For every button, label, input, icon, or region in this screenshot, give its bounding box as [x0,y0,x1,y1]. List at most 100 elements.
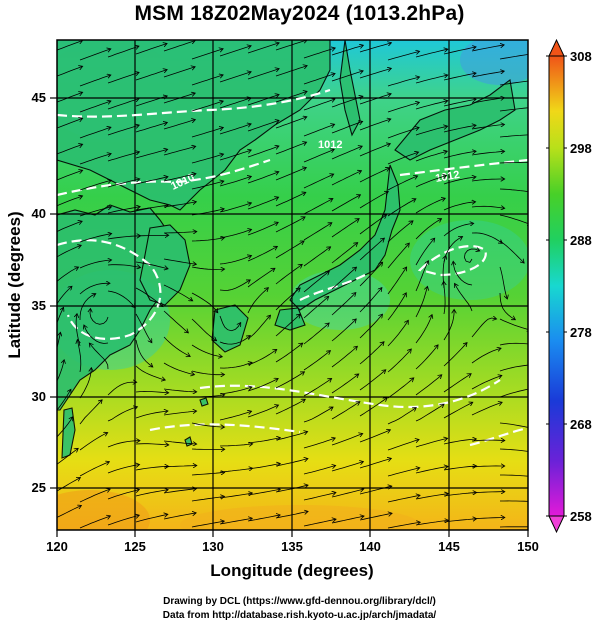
wind-streamline [107,290,135,307]
wind-streamline [191,238,224,242]
wind-streamline [303,272,329,293]
wind-streamline [331,434,362,446]
wind-streamline [107,73,138,84]
wind-streamline [107,125,139,136]
wind-streamline [415,101,447,110]
x-tick-label: 130 [202,539,224,554]
wind-streamline [499,214,528,225]
wind-streamline [387,52,419,61]
wind-streamline [219,256,251,265]
wind-streamline [415,439,447,448]
wind-streamline [57,390,71,411]
wind-streamline [135,96,167,107]
wind-streamline [359,342,384,365]
wind-streamline [219,315,240,332]
wind-streamline [415,75,447,84]
wind-streamline [57,222,81,232]
wind-streamline [415,176,446,188]
wind-streamline [275,217,304,233]
wind-streamline [359,192,388,209]
wind-streamline [163,440,196,444]
wind-streamline [107,515,139,526]
wind-streamline [443,466,476,471]
wind-streamline [359,263,382,287]
wind-streamline [163,336,190,356]
footer-data-source-line: Data from http://database.rish.kyoto-u.a… [162,610,437,621]
wind-streamline [191,497,224,502]
colorbar-min-arrow [548,515,565,534]
wind-streamline [275,485,307,493]
wind-streamline [191,292,217,312]
wind-streamline [135,515,167,523]
wind-streamline [90,344,109,370]
wind-streamline [471,318,496,338]
y-axis-label: Latitude (degrees) [5,211,24,358]
wind-streamline [247,172,278,184]
wind-streamline [443,493,476,497]
y-tick-label: 30 [32,389,46,404]
wind-streamline [79,400,102,425]
wind-streamline [303,466,335,475]
wind-streamline [275,92,306,103]
wind-streamline [163,411,196,416]
wind-streamline [303,223,331,241]
wind-streamline [191,181,223,190]
wind-streamline [163,67,194,78]
wind-streamline [219,203,251,213]
wind-streamline [107,179,139,188]
wind-streamline [163,41,194,52]
wind-streamline [359,459,391,469]
wind-streamline [303,379,331,397]
wind-streamline [247,405,278,418]
wind-streamline [387,350,411,373]
wind-streamline [499,389,528,398]
wind-streamline [79,180,111,191]
wind-streamline [219,387,251,395]
wind-streamline [359,144,390,157]
wind-streamline [219,124,250,135]
wind-streamline [359,288,381,313]
wind-streamline [219,150,251,161]
wind-streamline [499,134,528,138]
wind-streamline [303,407,332,423]
wind-streamline [135,339,152,367]
wind-streamline [135,177,167,185]
wind-streamline [275,400,305,415]
wind-streamline [331,347,357,368]
x-axis-label: Longitude (degrees) [210,561,373,580]
wind-streamline [275,241,303,259]
wind-streamline [275,459,307,467]
wind-streamline [471,98,504,104]
wind-streamline [57,196,82,207]
wind-streamline [191,209,223,216]
x-tick-labels: 120 125 130 135 140 145 150 [46,539,539,554]
wind-streamline [192,395,224,397]
wind-streamline [453,262,473,286]
wind-streamline [275,40,306,51]
wind-streamline [79,234,111,243]
wind-streamline [163,388,196,392]
wind-streamline [499,266,507,298]
wind-streamline [57,145,82,155]
wind-streamline [359,69,391,79]
wind-streamline [275,512,307,519]
wind-streamline [191,267,224,270]
wind-streamline [387,128,418,139]
wind-streamline [107,382,136,396]
y-tick-labels: 25 30 35 40 45 [32,90,46,495]
wind-streamline [499,162,528,164]
map-area: 1010 1012 1012 [57,40,528,530]
wind-streamline [219,46,250,57]
wind-streamline [499,318,528,330]
wind-streamline [359,430,390,443]
wind-streamline [191,449,224,450]
wind-streamline [331,219,359,238]
wind-streamline [387,294,406,321]
wind-streamline [219,336,250,345]
wind-streamline [191,318,216,340]
wind-streamline [163,232,196,233]
wind-streamline [275,265,302,285]
wind-streamline [331,293,355,316]
x-tick-label: 120 [46,539,68,554]
wind-streamline [135,70,166,81]
